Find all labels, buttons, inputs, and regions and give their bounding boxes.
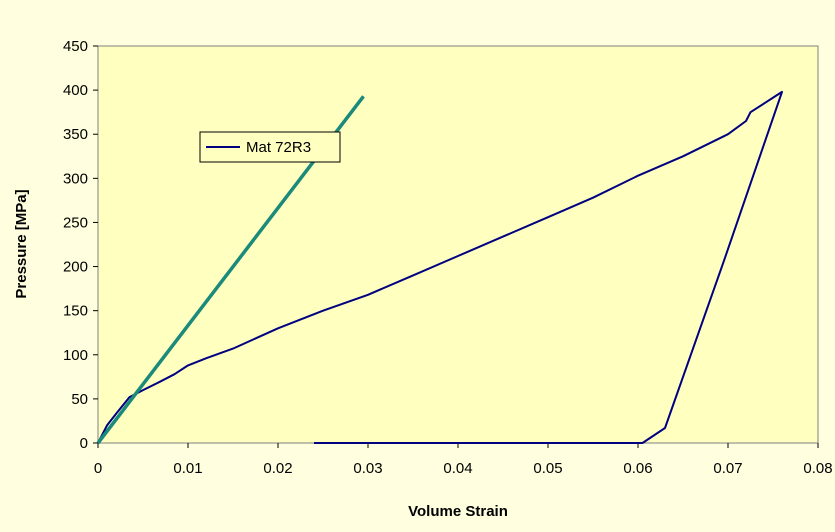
y-tick-label: 200 <box>63 259 88 276</box>
y-tick-label: 350 <box>63 126 88 143</box>
plot-area <box>97 45 819 444</box>
series-line-mat-72r3 <box>97 90 783 444</box>
x-tick-label: 0.08 <box>803 460 832 477</box>
x-tick-label: 0.07 <box>713 460 742 477</box>
legend: Mat 72R3 <box>199 131 341 163</box>
x-tick-label: 0 <box>94 460 102 477</box>
y-tick-label: 0 <box>80 435 88 452</box>
x-tick-label: 0.02 <box>263 460 292 477</box>
x-tick-label: 0.05 <box>533 460 562 477</box>
legend-label: Mat 72R3 <box>246 139 311 156</box>
y-tick-label: 400 <box>63 82 88 99</box>
x-axis-title: Volume Strain <box>408 503 508 520</box>
y-tick-label: 100 <box>63 347 88 364</box>
y-tick-label: 150 <box>63 303 88 320</box>
x-tick-label: 0.04 <box>443 460 472 477</box>
y-tick-label: 250 <box>63 214 88 231</box>
x-axis-ticks: 0 0.01 0.02 0.03 0.04 0.05 0.06 0.07 0.08 <box>94 443 833 477</box>
x-tick-label: 0.06 <box>623 460 652 477</box>
y-axis-title: Pressure [MPa] <box>13 189 30 298</box>
y-tick-label: 450 <box>63 38 88 55</box>
y-axis-ticks: 0 50 100 150 200 250 300 350 400 450 <box>63 38 98 452</box>
y-tick-label: 300 <box>63 170 88 187</box>
x-tick-label: 0.03 <box>353 460 382 477</box>
y-tick-label: 50 <box>71 391 88 408</box>
x-tick-label: 0.01 <box>173 460 202 477</box>
